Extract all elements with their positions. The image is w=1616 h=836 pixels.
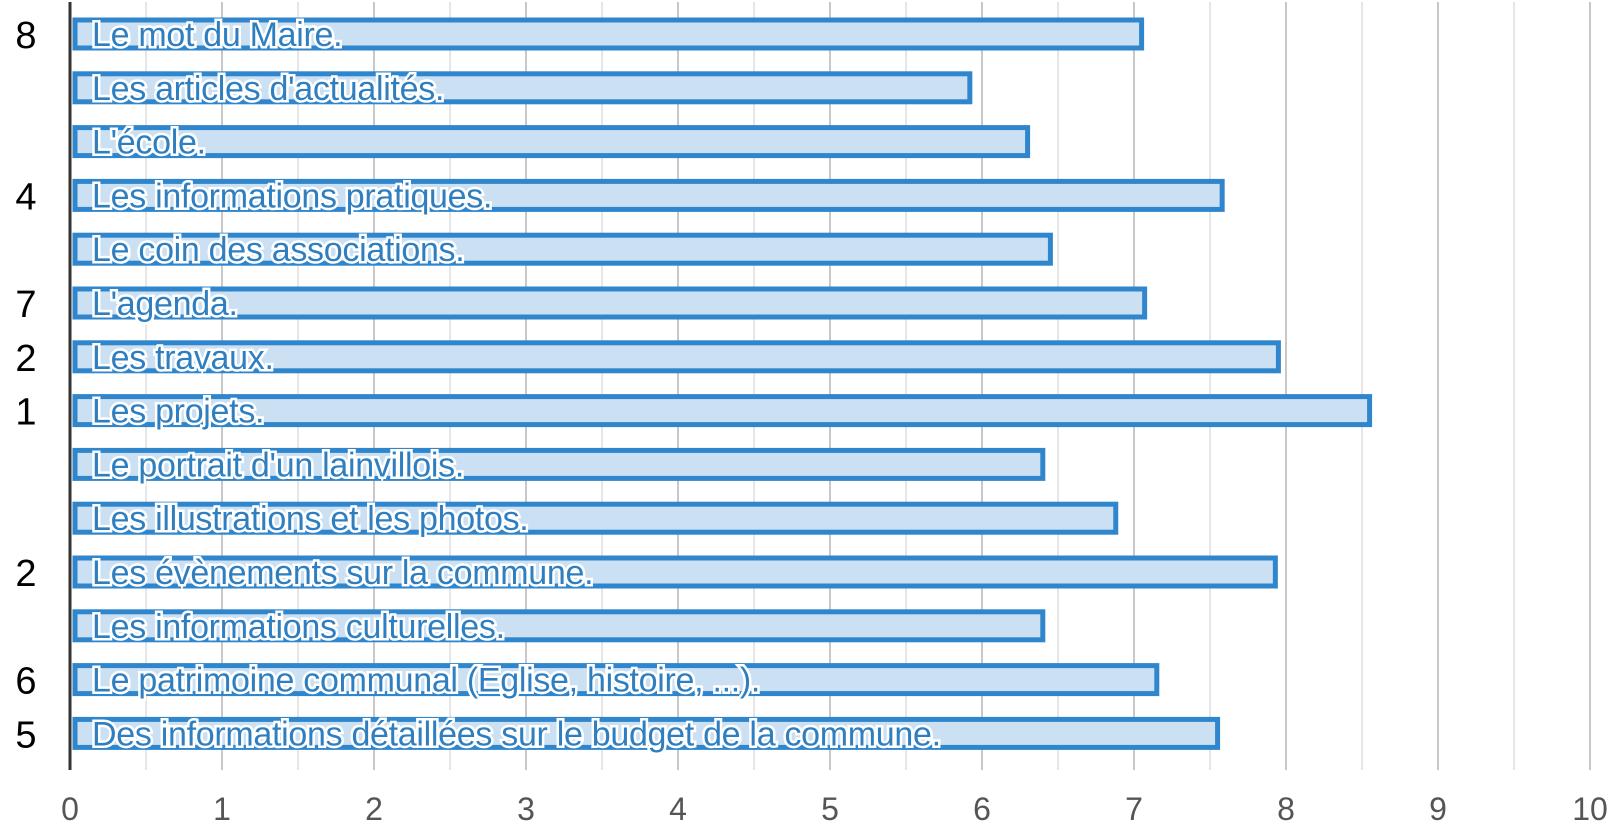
x-tick-label: 7 bbox=[1125, 791, 1143, 827]
rank-labels: 8 4 7 2 1 2 6 5 bbox=[15, 15, 36, 756]
bars: Le mot du Maire. Les articles d'actualité… bbox=[72, 14, 1373, 756]
x-tick-label: 6 bbox=[973, 791, 991, 827]
rank-label: 2 bbox=[15, 553, 36, 595]
rank-label: 1 bbox=[15, 392, 36, 434]
rank-label: 2 bbox=[15, 338, 36, 380]
bar bbox=[72, 447, 1046, 481]
bar bbox=[72, 501, 1119, 535]
bar bbox=[72, 394, 1373, 428]
bar-label: Les informations pratiques. bbox=[92, 177, 492, 215]
bar-label: Les illustrations et les photos. bbox=[92, 500, 528, 538]
bar-label: Les travaux. bbox=[92, 339, 274, 377]
x-tick-label: 9 bbox=[1429, 791, 1447, 827]
bar-label: Les informations culturelles. bbox=[92, 608, 505, 646]
gridlines bbox=[145, 2, 1591, 770]
x-axis-ticks: 0 1 2 3 4 5 6 7 8 9 10 bbox=[61, 791, 1608, 827]
x-tick-label: 2 bbox=[365, 791, 383, 827]
bar-label: Des informations détaillées sur le budge… bbox=[92, 715, 941, 753]
bar-label: Le patrimoine communal (Eglise, histoire… bbox=[92, 662, 760, 700]
x-tick-label: 8 bbox=[1277, 791, 1295, 827]
rank-label: 8 bbox=[15, 15, 36, 57]
x-tick-label: 3 bbox=[517, 791, 535, 827]
x-tick-label: 0 bbox=[61, 791, 79, 827]
bar bbox=[72, 125, 1031, 159]
rank-label: 6 bbox=[15, 661, 36, 703]
bar bbox=[72, 609, 1046, 643]
bar bbox=[72, 663, 1160, 697]
bar bbox=[72, 232, 1053, 266]
bar-label: Le coin des associations. bbox=[92, 231, 464, 269]
x-tick-label: 1 bbox=[213, 791, 231, 827]
bar bbox=[72, 340, 1281, 374]
bar-label: Les projets. bbox=[92, 393, 264, 431]
bar-label: Le portrait d'un lainvillois. bbox=[92, 446, 464, 484]
bar bbox=[72, 178, 1225, 212]
x-tick-label: 10 bbox=[1572, 791, 1608, 827]
x-tick-label: 5 bbox=[821, 791, 839, 827]
bar-label: Les articles d'actualités. bbox=[92, 70, 444, 108]
bar bbox=[72, 71, 973, 105]
x-tick-label: 4 bbox=[669, 791, 687, 827]
bar bbox=[72, 555, 1278, 589]
rank-label: 5 bbox=[15, 714, 36, 756]
bar bbox=[72, 286, 1148, 320]
bar bbox=[72, 716, 1221, 750]
rank-label: 4 bbox=[15, 176, 36, 218]
bar-label: Les évènements sur la commune. bbox=[92, 554, 593, 592]
rank-label: 7 bbox=[15, 284, 36, 326]
bar bbox=[72, 17, 1145, 51]
bar-label: Le mot du Maire. bbox=[92, 16, 342, 54]
bar-label: L'école. bbox=[92, 124, 206, 162]
bar-label: L'agenda. bbox=[92, 285, 238, 323]
